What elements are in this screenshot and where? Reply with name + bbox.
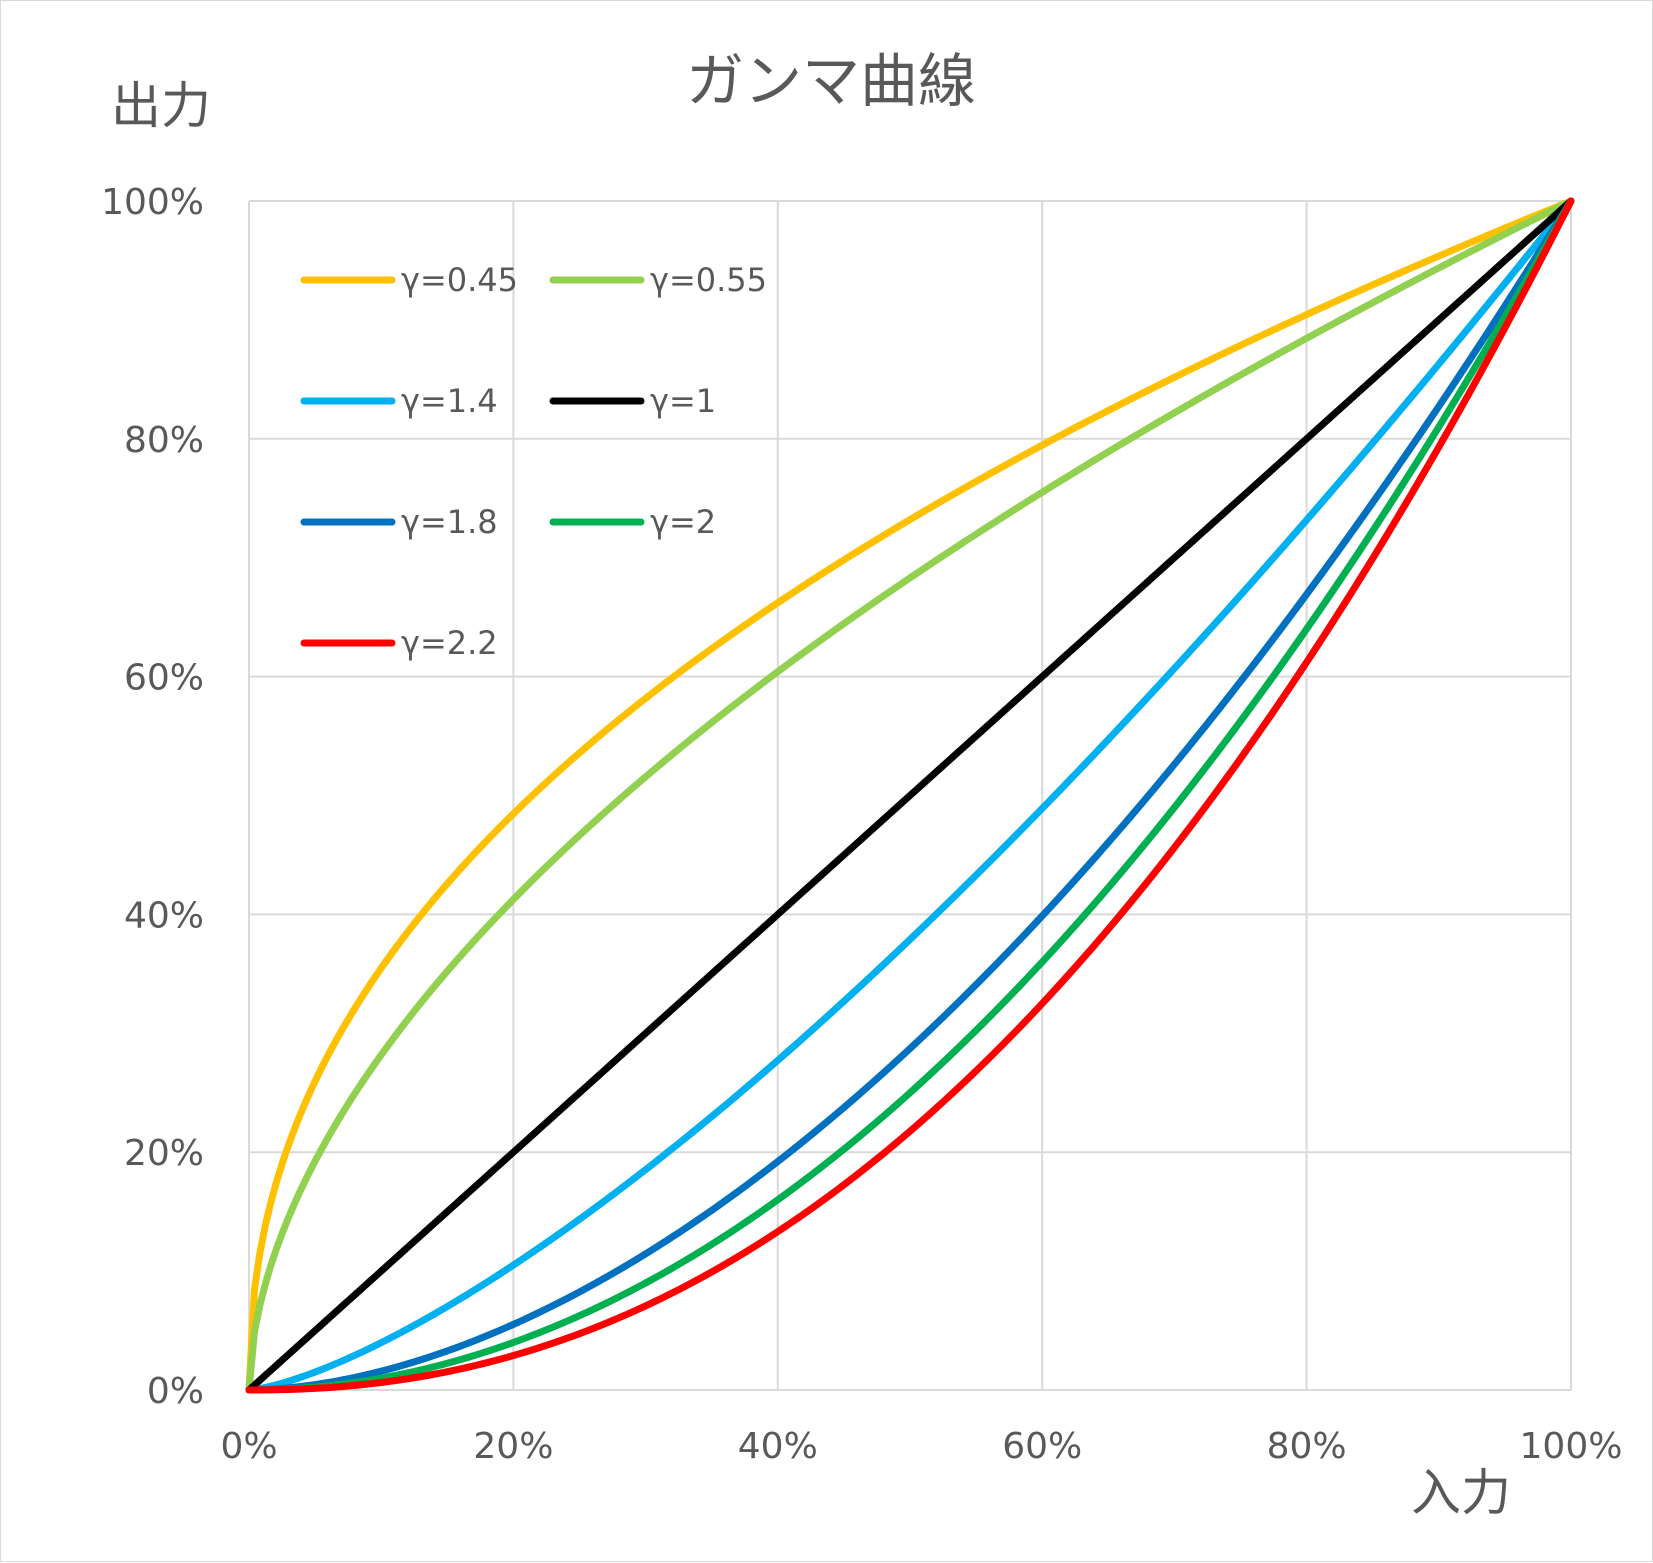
chart-title: ガンマ曲線: [686, 47, 976, 115]
legend-label: γ=1.4: [401, 382, 498, 420]
y-tick-label: 20%: [124, 1133, 204, 1174]
x-tick-label: 80%: [1267, 1426, 1347, 1467]
y-axis-title: 出力: [111, 77, 211, 135]
legend-label: γ=0.55: [650, 261, 767, 299]
x-tick-label: 40%: [738, 1426, 818, 1467]
y-tick-labels: 0% 20% 40% 60% 80% 100%: [101, 182, 204, 1412]
x-tick-label: 0%: [220, 1426, 277, 1467]
x-tick-labels: 0% 20% 40% 60% 80% 100%: [220, 1426, 1622, 1467]
series-line: [245, 197, 1575, 1394]
series-line: [245, 197, 1575, 1394]
legend-label: γ=2: [650, 503, 716, 541]
x-tick-label: 20%: [473, 1426, 553, 1467]
y-tick-label: 80%: [124, 420, 204, 461]
series-line: [245, 197, 1575, 1394]
legend-label: γ=1.8: [401, 503, 498, 541]
series-line: [245, 197, 1575, 1394]
y-tick-label: 100%: [101, 182, 204, 223]
y-tick-label: 0%: [147, 1371, 204, 1412]
series-line: [245, 197, 1575, 1394]
series-line: [245, 197, 1575, 1394]
legend: γ=0.45 γ=0.55 γ=1.4 γ=1 γ=1.8 γ=2 γ=2.2: [300, 261, 767, 662]
y-tick-label: 60%: [124, 658, 204, 699]
legend-label: γ=0.45: [401, 261, 518, 299]
legend-label: γ=2.2: [401, 624, 498, 662]
x-tick-label: 100%: [1520, 1426, 1623, 1467]
x-tick-label: 60%: [1002, 1426, 1082, 1467]
y-tick-label: 40%: [124, 895, 204, 936]
series-line: [245, 197, 1575, 1394]
legend-label: γ=1: [650, 382, 716, 420]
gridlines: [248, 200, 1572, 1391]
series-lines: [245, 197, 1575, 1394]
x-axis-title: 入力: [1411, 1464, 1511, 1522]
